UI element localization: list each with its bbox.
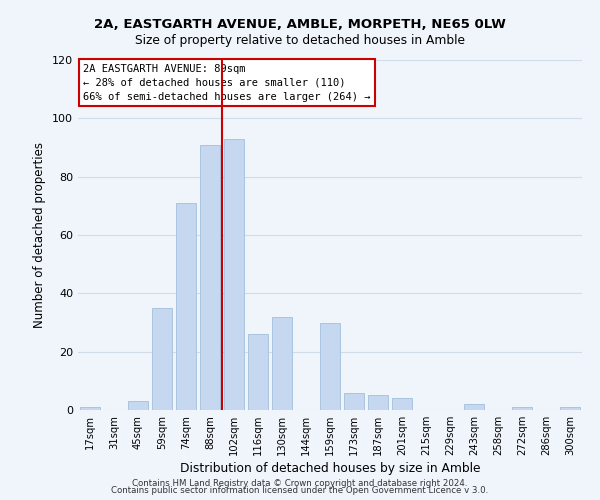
Bar [560, 407, 580, 410]
Text: Contains HM Land Registry data © Crown copyright and database right 2024.: Contains HM Land Registry data © Crown c… [132, 478, 468, 488]
Text: Contains public sector information licensed under the Open Government Licence v : Contains public sector information licen… [112, 486, 488, 495]
Text: Size of property relative to detached houses in Amble: Size of property relative to detached ho… [135, 34, 465, 47]
Bar [392, 398, 412, 410]
Bar [512, 407, 532, 410]
Bar [248, 334, 268, 410]
Y-axis label: Number of detached properties: Number of detached properties [34, 142, 46, 328]
Bar [80, 407, 100, 410]
Bar [368, 396, 388, 410]
Bar [464, 404, 484, 410]
Bar [344, 392, 364, 410]
Bar [272, 316, 292, 410]
Bar [200, 144, 220, 410]
Bar [128, 401, 148, 410]
Bar [152, 308, 172, 410]
X-axis label: Distribution of detached houses by size in Amble: Distribution of detached houses by size … [180, 462, 480, 475]
Bar [224, 139, 244, 410]
Bar [320, 322, 340, 410]
Bar [176, 203, 196, 410]
Text: 2A EASTGARTH AVENUE: 89sqm
← 28% of detached houses are smaller (110)
66% of sem: 2A EASTGARTH AVENUE: 89sqm ← 28% of deta… [83, 64, 371, 102]
Text: 2A, EASTGARTH AVENUE, AMBLE, MORPETH, NE65 0LW: 2A, EASTGARTH AVENUE, AMBLE, MORPETH, NE… [94, 18, 506, 30]
